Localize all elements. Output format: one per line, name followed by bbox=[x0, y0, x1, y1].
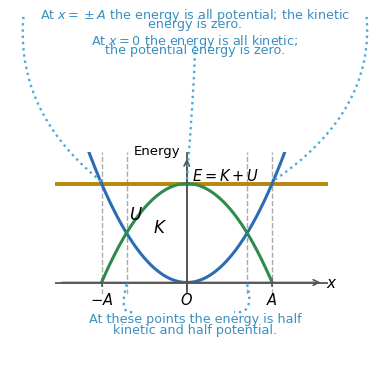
Text: kinetic and half potential.: kinetic and half potential. bbox=[113, 324, 277, 337]
Text: energy is zero.: energy is zero. bbox=[148, 18, 242, 31]
Text: At $x = 0$ the energy is all kinetic;: At $x = 0$ the energy is all kinetic; bbox=[91, 33, 299, 50]
Text: the potential energy is zero.: the potential energy is zero. bbox=[105, 44, 285, 57]
Text: $x$: $x$ bbox=[326, 276, 337, 291]
Text: $K$: $K$ bbox=[153, 219, 167, 237]
Text: Energy: Energy bbox=[133, 146, 180, 158]
Text: $E = K + U$: $E = K + U$ bbox=[192, 168, 259, 184]
Text: $A$: $A$ bbox=[266, 292, 278, 308]
Text: $O$: $O$ bbox=[180, 292, 193, 308]
Text: At these points the energy is half: At these points the energy is half bbox=[89, 313, 301, 326]
Text: $U$: $U$ bbox=[129, 206, 143, 224]
Text: At $x = \pm A$ the energy is all potential; the kinetic: At $x = \pm A$ the energy is all potenti… bbox=[40, 7, 350, 24]
Text: $-A$: $-A$ bbox=[90, 292, 113, 308]
